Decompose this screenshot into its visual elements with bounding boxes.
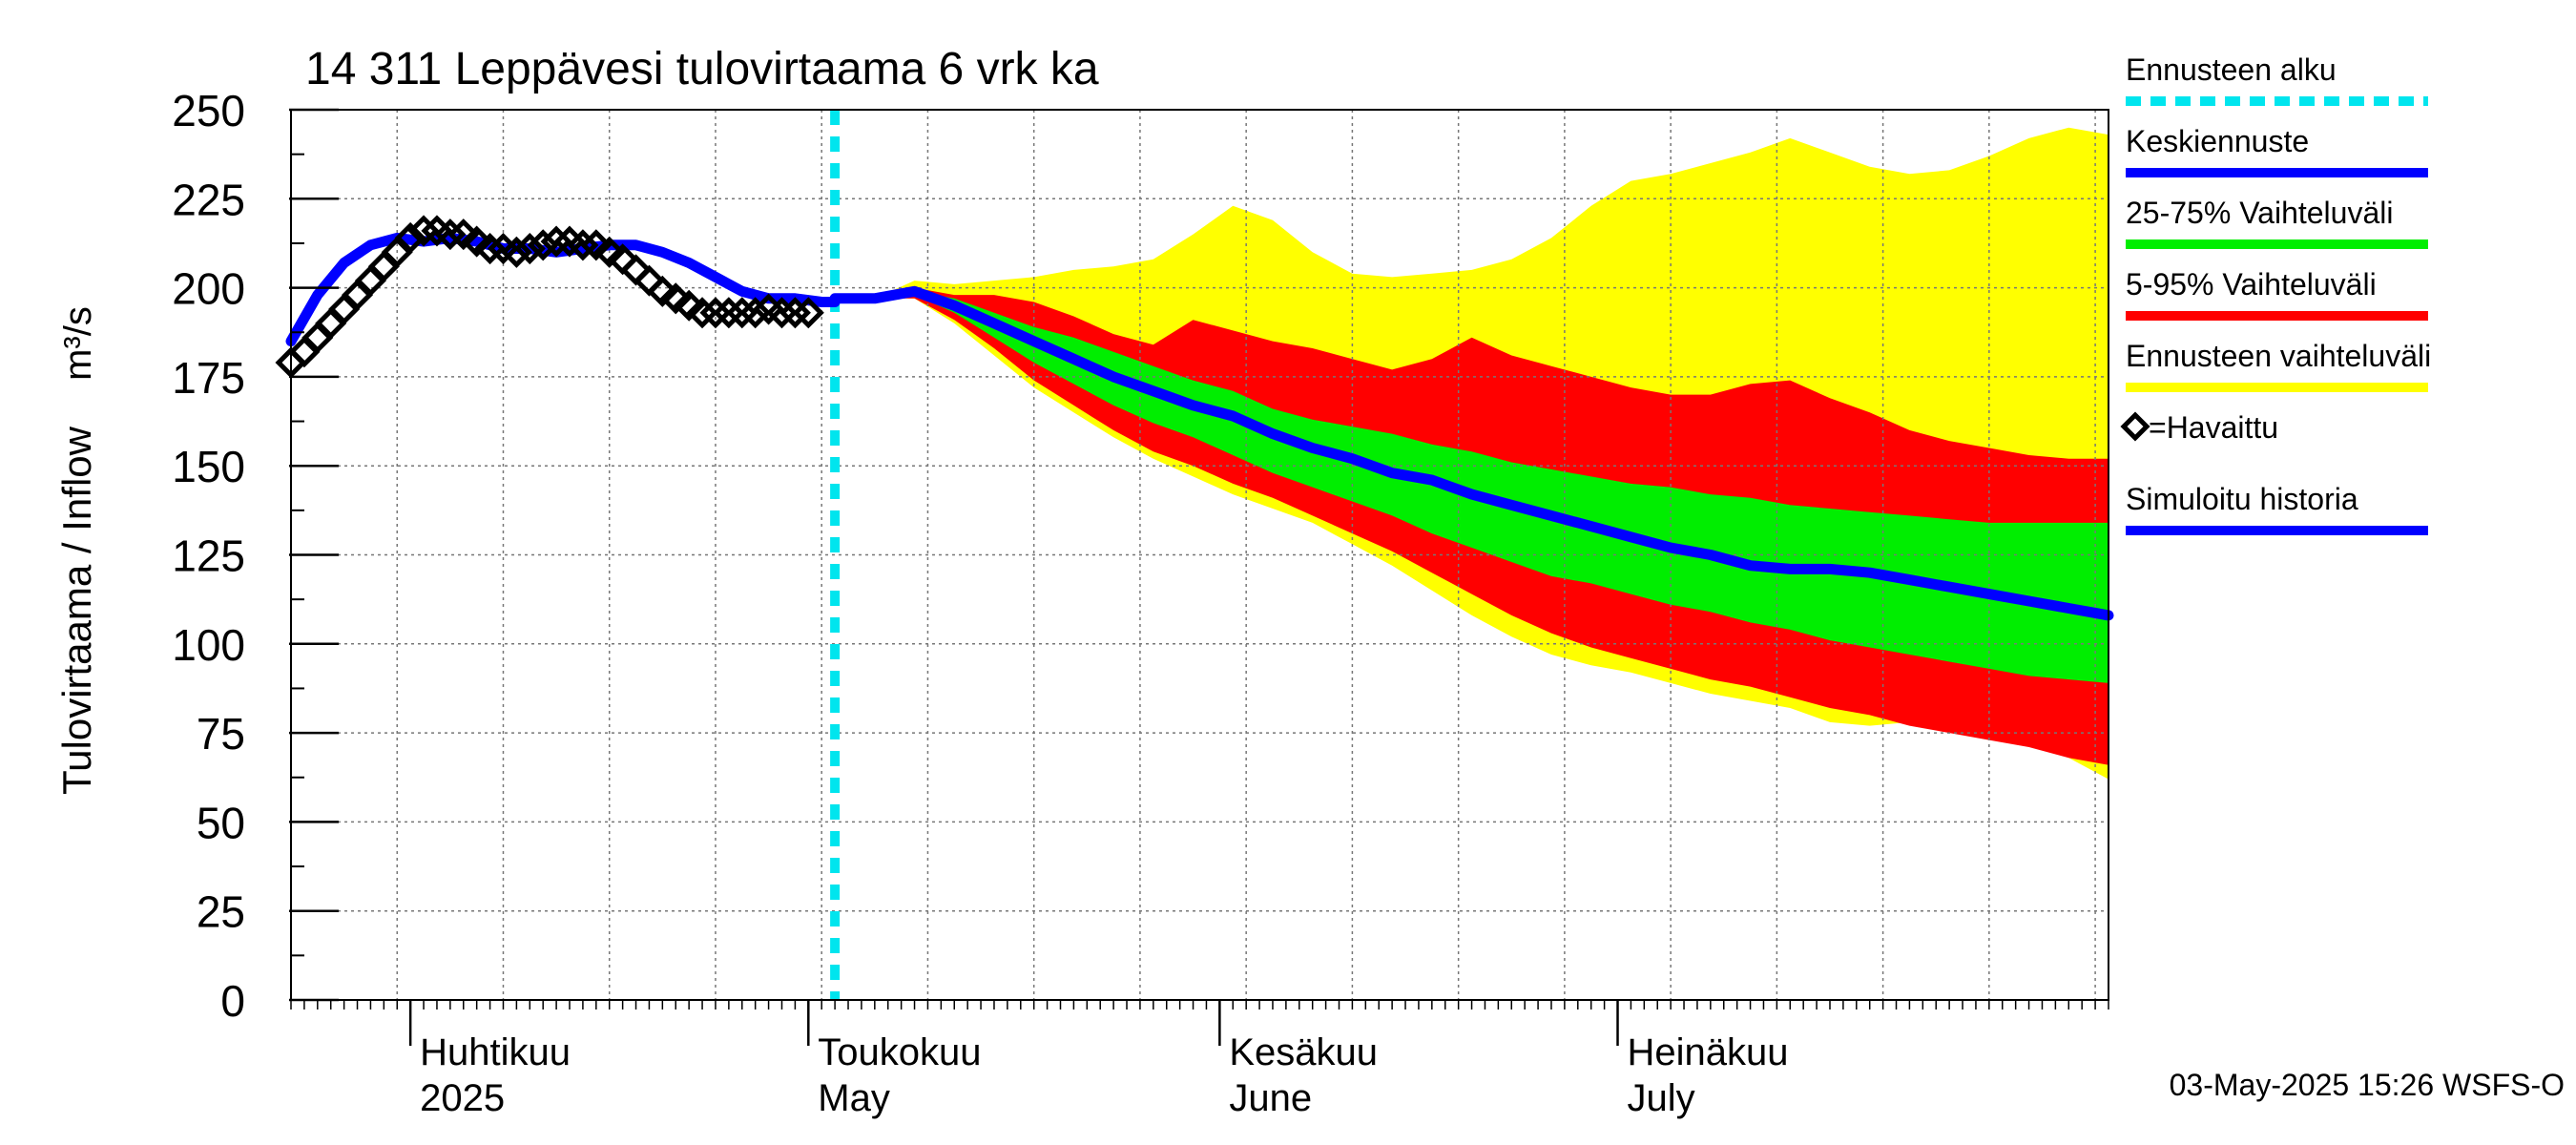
y-tick-label: 25 — [197, 887, 245, 937]
observed-point — [593, 236, 626, 268]
observed-point — [673, 289, 705, 322]
chart-title: 14 311 Leppävesi tulovirtaama 6 vrk ka — [305, 44, 1099, 94]
y-axis: 0 25 50 75 100 125 150 175 200 225 250 — [172, 86, 339, 1026]
x-month-label: Huhtikuu — [420, 1031, 571, 1073]
y-tick-label: 0 — [220, 976, 245, 1026]
timestamp-footer: 03-May-2025 15:26 WSFS-O — [2170, 1068, 2565, 1102]
observed-point — [394, 221, 426, 254]
observed-point — [527, 229, 559, 261]
x-month-label: Heinäkuu — [1628, 1031, 1789, 1073]
legend-label: Ennusteen vaihteluväli — [2126, 339, 2431, 373]
y-axis-label: Tulovirtaama / Inflow — [54, 426, 99, 795]
y-tick-label: 75 — [197, 709, 245, 759]
observed-point — [739, 297, 772, 329]
legend-label: Ennusteen alku — [2126, 52, 2337, 87]
observed-point — [659, 282, 692, 315]
x-month-sublabel: May — [818, 1077, 890, 1119]
y-tick-label: 100 — [172, 620, 245, 670]
legend-label: =Havaittu — [2149, 410, 2278, 445]
series-lines — [285, 232, 2114, 621]
legend-label: 25-75% Vaihteluväli — [2126, 196, 2393, 230]
x-month-sublabel: 2025 — [420, 1077, 505, 1119]
median-forecast-line — [829, 285, 2114, 621]
legend: Ennusteen alku Keskiennuste 25-75% Vaihtel… — [2120, 52, 2431, 535]
simulated-history-line — [285, 232, 841, 347]
observed-point — [646, 275, 678, 307]
y-tick-label: 125 — [172, 531, 245, 581]
legend-label: 5-95% Vaihteluväli — [2126, 267, 2377, 302]
observed-point — [792, 297, 824, 329]
grid-lines — [290, 109, 2109, 1001]
legend-marker — [2120, 411, 2150, 442]
y-tick-label: 225 — [172, 175, 245, 224]
observed-point — [447, 219, 480, 251]
x-month-sublabel: July — [1628, 1077, 1695, 1119]
legend-label: Keskiennuste — [2126, 124, 2309, 158]
observed-point — [513, 233, 546, 265]
legend-label: Simuloitu historia — [2126, 482, 2358, 516]
y-tick-label: 150 — [172, 442, 245, 491]
x-month-label: Toukokuu — [818, 1031, 981, 1073]
observed-point — [500, 236, 532, 268]
y-tick-label: 200 — [172, 264, 245, 314]
y-axis-unit: m³/s — [57, 306, 99, 381]
observed-point — [461, 225, 493, 258]
x-month-label: Kesäkuu — [1229, 1031, 1378, 1073]
y-tick-label: 50 — [197, 798, 245, 847]
y-tick-label: 175 — [172, 353, 245, 403]
y-tick-label: 250 — [172, 86, 245, 135]
observed-point — [580, 229, 613, 261]
x-month-sublabel: June — [1229, 1077, 1312, 1119]
